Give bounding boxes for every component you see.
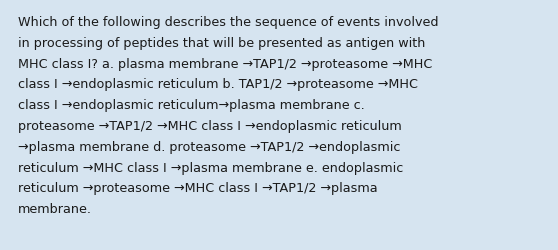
Text: in processing of peptides that will be presented as antigen with: in processing of peptides that will be p… bbox=[18, 37, 425, 50]
Text: Which of the following describes the sequence of events involved: Which of the following describes the seq… bbox=[18, 16, 439, 29]
Text: →plasma membrane d. proteasome →TAP1/2 →endoplasmic: →plasma membrane d. proteasome →TAP1/2 →… bbox=[18, 140, 401, 153]
Text: reticulum →proteasome →MHC class I →TAP1/2 →plasma: reticulum →proteasome →MHC class I →TAP1… bbox=[18, 182, 378, 194]
Text: class I →endoplasmic reticulum b. TAP1/2 →proteasome →MHC: class I →endoplasmic reticulum b. TAP1/2… bbox=[18, 78, 418, 91]
Text: proteasome →TAP1/2 →MHC class I →endoplasmic reticulum: proteasome →TAP1/2 →MHC class I →endopla… bbox=[18, 120, 402, 132]
Text: membrane.: membrane. bbox=[18, 202, 92, 215]
Text: MHC class I? a. plasma membrane →TAP1/2 →proteasome →MHC: MHC class I? a. plasma membrane →TAP1/2 … bbox=[18, 57, 432, 70]
Text: reticulum →MHC class I →plasma membrane e. endoplasmic: reticulum →MHC class I →plasma membrane … bbox=[18, 161, 403, 174]
Text: class I →endoplasmic reticulum→plasma membrane c.: class I →endoplasmic reticulum→plasma me… bbox=[18, 99, 365, 112]
